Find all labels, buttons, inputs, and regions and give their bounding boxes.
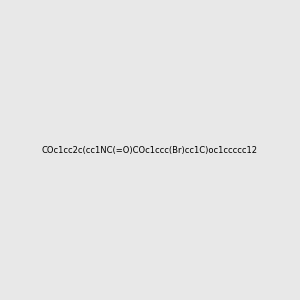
Text: COc1cc2c(cc1NC(=O)COc1ccc(Br)cc1C)oc1ccccc12: COc1cc2c(cc1NC(=O)COc1ccc(Br)cc1C)oc1ccc… — [42, 146, 258, 154]
